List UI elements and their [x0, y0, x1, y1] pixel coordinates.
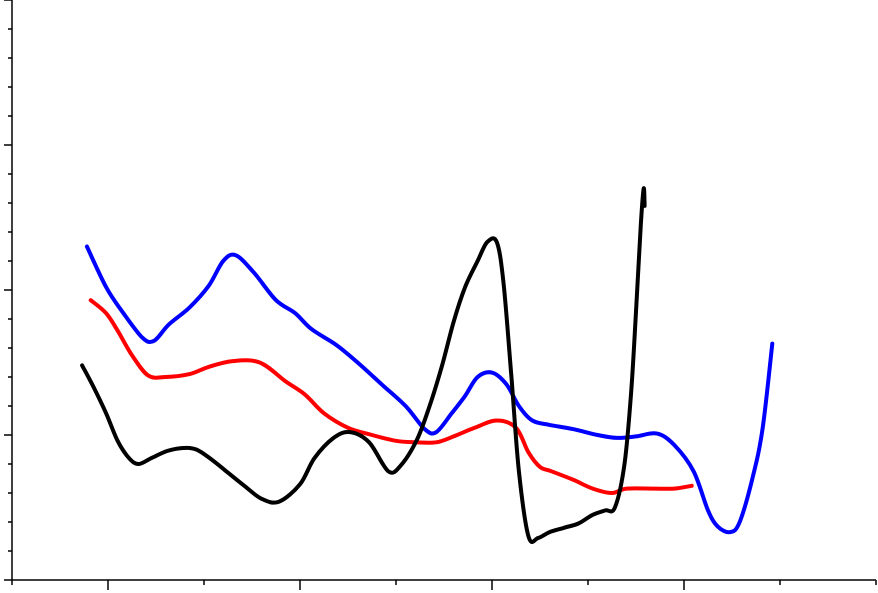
- series-line-1: [84, 244, 775, 535]
- y-axis-ticks: [4, 0, 12, 581]
- series-line-2: [88, 298, 694, 495]
- series-layer: [80, 186, 775, 545]
- series-line-3: [80, 186, 647, 545]
- x-axis-ticks: [11, 580, 877, 590]
